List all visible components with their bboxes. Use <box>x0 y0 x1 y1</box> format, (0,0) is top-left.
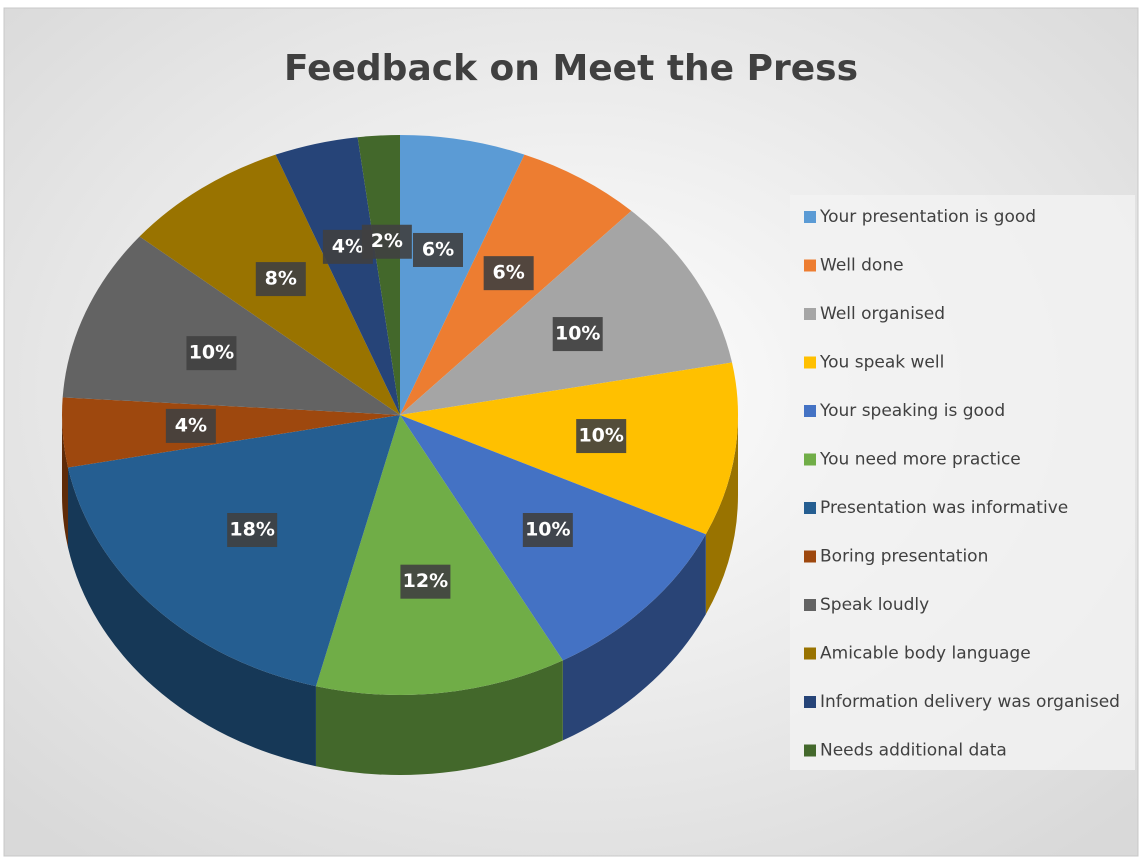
slice <box>67 415 400 687</box>
legend-swatch <box>804 599 816 611</box>
chart-title: Feedback on Meet the Press <box>284 48 858 89</box>
data-label: 2% <box>371 230 403 252</box>
slice <box>400 135 525 415</box>
legend-swatch <box>804 308 816 320</box>
slice-side <box>705 415 738 615</box>
slice-side <box>62 415 68 548</box>
legend-label: Presentation was informative <box>820 498 1068 518</box>
legend-label: You need more practice <box>819 450 1021 470</box>
slice <box>357 135 400 415</box>
data-label: 4% <box>332 235 364 257</box>
legend-swatch <box>804 211 816 223</box>
label-box <box>483 256 534 291</box>
label-box <box>413 232 464 267</box>
data-label: 4% <box>175 414 207 436</box>
label-box <box>400 564 451 599</box>
label-box <box>361 224 412 259</box>
slice-side <box>315 660 563 776</box>
data-label: 8% <box>265 268 297 290</box>
legend-swatch <box>804 744 816 757</box>
data-label: 12% <box>403 570 448 592</box>
data-label: 18% <box>229 519 274 541</box>
slice-side <box>562 534 706 741</box>
label-box <box>165 408 216 443</box>
legend-box <box>790 195 1135 770</box>
legend-swatch <box>804 259 816 272</box>
legend-swatch <box>804 453 816 466</box>
slice <box>315 415 563 695</box>
slice <box>62 397 400 468</box>
legend-swatch <box>804 550 816 563</box>
slice <box>275 137 400 415</box>
legend-label: Amicable body language <box>820 644 1031 664</box>
slice <box>400 362 738 535</box>
label-box <box>255 262 306 297</box>
legend-label: You speak well <box>819 353 944 373</box>
legend-swatch <box>804 696 816 708</box>
legend-label: Needs additional data <box>820 741 1007 761</box>
legend-label: Speak loudly <box>820 595 929 615</box>
legend-swatch <box>804 502 816 514</box>
label-box <box>576 419 627 454</box>
legend-label: Your speaking is good <box>819 401 1005 421</box>
label-box <box>227 513 278 548</box>
legend-swatch <box>804 356 816 369</box>
legend-label: Boring presentation <box>820 547 988 567</box>
data-label: 6% <box>422 238 454 260</box>
data-label: 10% <box>525 519 570 541</box>
data-label: 10% <box>189 342 234 364</box>
legend-label: Well organised <box>820 304 945 324</box>
legend-label: Well done <box>820 256 904 276</box>
legend-swatch <box>804 405 816 417</box>
label-box <box>552 317 603 352</box>
pie: 6% 6% 10% 10% 10% 12% 18% 4% 10% 8% 4% 2% <box>62 135 738 776</box>
label-box <box>522 513 573 548</box>
legend-swatch <box>804 647 816 660</box>
data-label: 10% <box>555 323 600 345</box>
data-label: 6% <box>493 262 525 284</box>
slice <box>62 236 401 415</box>
slice-side <box>67 467 316 767</box>
legend-label: Your presentation is good <box>819 207 1036 227</box>
legend-label: Information delivery was organised <box>820 692 1120 712</box>
data-label: 10% <box>578 425 623 447</box>
slice <box>400 210 733 415</box>
label-box <box>186 336 237 371</box>
